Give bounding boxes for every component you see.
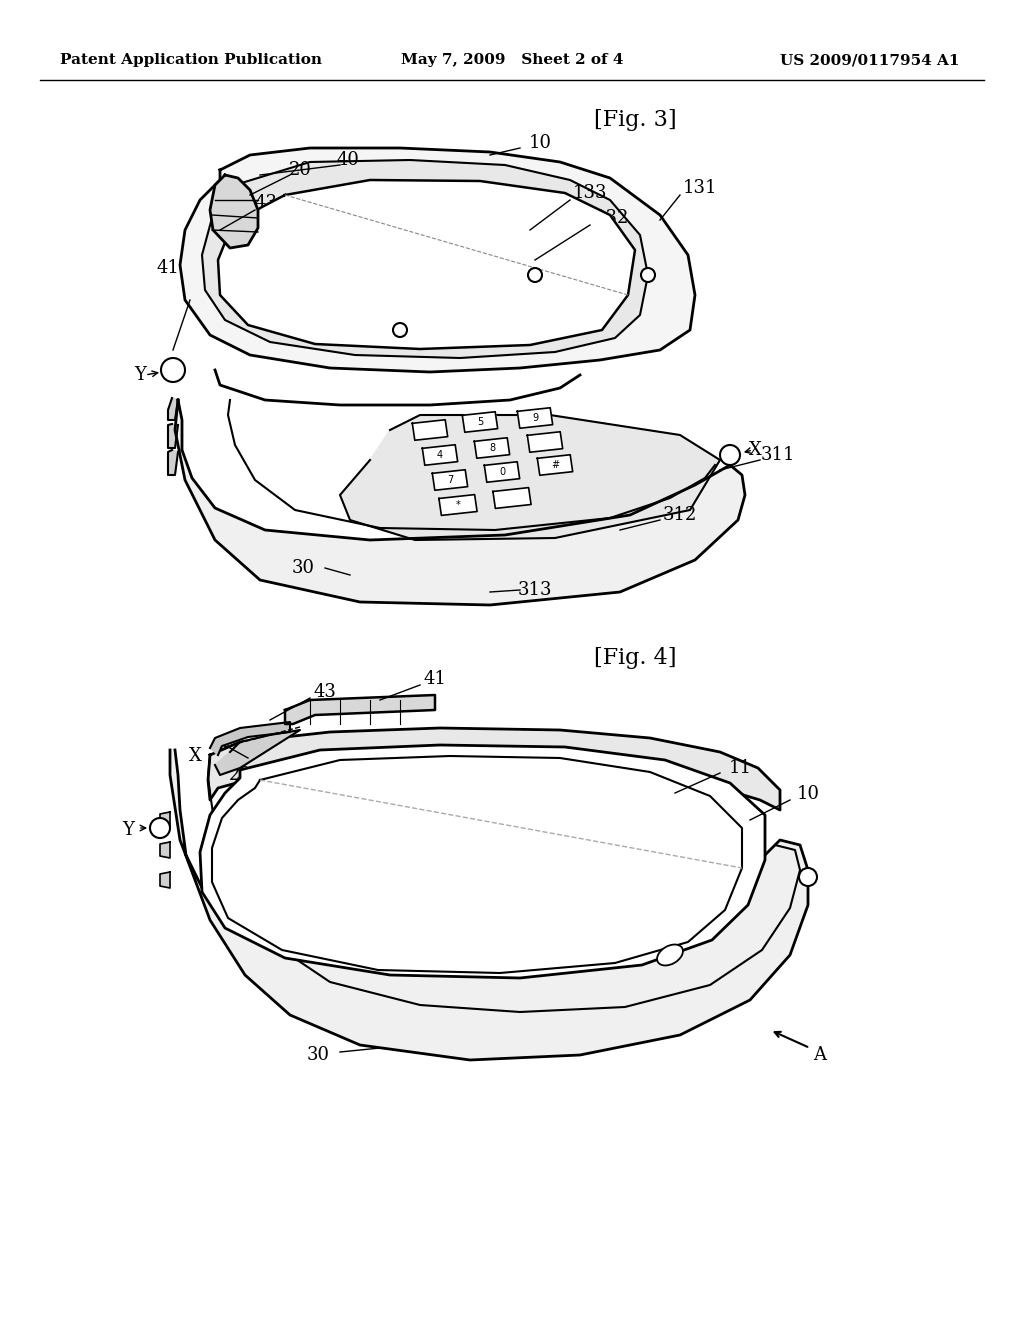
Text: 7: 7 <box>446 475 454 484</box>
Polygon shape <box>168 424 178 447</box>
Text: X: X <box>749 441 762 459</box>
Text: 9: 9 <box>531 413 538 422</box>
Polygon shape <box>160 812 170 828</box>
Polygon shape <box>160 873 170 888</box>
Text: 10: 10 <box>528 135 552 152</box>
Text: 43: 43 <box>255 194 278 213</box>
Text: 313: 313 <box>518 581 552 599</box>
Polygon shape <box>493 487 531 508</box>
Polygon shape <box>474 438 510 458</box>
Polygon shape <box>527 432 562 453</box>
Text: #: # <box>551 459 559 470</box>
Polygon shape <box>285 696 435 723</box>
Circle shape <box>641 268 655 282</box>
Text: 132: 132 <box>595 209 629 227</box>
Circle shape <box>150 818 170 838</box>
Circle shape <box>161 358 185 381</box>
Circle shape <box>799 869 817 886</box>
Text: 312: 312 <box>663 506 697 524</box>
Polygon shape <box>215 730 300 775</box>
Text: [Fig. 4]: [Fig. 4] <box>594 647 676 669</box>
Text: X: X <box>188 747 202 766</box>
Text: 30: 30 <box>292 558 314 577</box>
Text: 10: 10 <box>797 785 819 803</box>
Polygon shape <box>168 450 178 475</box>
Text: [Fig. 3]: [Fig. 3] <box>594 110 676 131</box>
Polygon shape <box>175 400 745 605</box>
Circle shape <box>720 445 740 465</box>
Circle shape <box>393 323 407 337</box>
Ellipse shape <box>657 945 683 965</box>
Text: 41: 41 <box>157 259 179 277</box>
Text: 43: 43 <box>313 682 337 701</box>
Text: 8: 8 <box>488 444 495 453</box>
Text: May 7, 2009   Sheet 2 of 4: May 7, 2009 Sheet 2 of 4 <box>400 53 624 67</box>
Text: 11: 11 <box>728 759 752 777</box>
Polygon shape <box>538 455 572 475</box>
Polygon shape <box>210 176 258 248</box>
Polygon shape <box>208 729 780 810</box>
Text: 20: 20 <box>228 766 252 784</box>
Text: Y: Y <box>134 366 146 384</box>
Text: 20: 20 <box>289 161 311 180</box>
Polygon shape <box>180 148 695 372</box>
Polygon shape <box>160 842 170 858</box>
Text: 0: 0 <box>499 467 505 477</box>
Polygon shape <box>432 470 468 490</box>
Polygon shape <box>439 495 477 515</box>
Polygon shape <box>484 462 519 482</box>
Text: 40: 40 <box>337 150 359 169</box>
Text: A: A <box>813 1045 826 1064</box>
Polygon shape <box>202 160 648 358</box>
Circle shape <box>528 268 542 282</box>
Polygon shape <box>517 408 553 428</box>
Text: *: * <box>456 500 461 510</box>
Polygon shape <box>168 399 178 420</box>
Text: Patent Application Publication: Patent Application Publication <box>60 53 322 67</box>
Text: 30: 30 <box>306 1045 330 1064</box>
Text: 311: 311 <box>761 446 796 465</box>
Text: 131: 131 <box>683 180 717 197</box>
Polygon shape <box>218 180 635 348</box>
Polygon shape <box>422 445 458 465</box>
Text: 41: 41 <box>424 671 446 688</box>
Text: Y: Y <box>122 821 134 840</box>
Text: 5: 5 <box>477 417 483 426</box>
Text: 4: 4 <box>437 450 443 459</box>
Polygon shape <box>170 750 808 1060</box>
Text: 133: 133 <box>572 183 607 202</box>
Polygon shape <box>413 420 447 441</box>
Polygon shape <box>210 722 290 755</box>
Text: US 2009/0117954 A1: US 2009/0117954 A1 <box>780 53 961 67</box>
Polygon shape <box>462 412 498 432</box>
Polygon shape <box>340 414 720 540</box>
Polygon shape <box>200 744 765 978</box>
